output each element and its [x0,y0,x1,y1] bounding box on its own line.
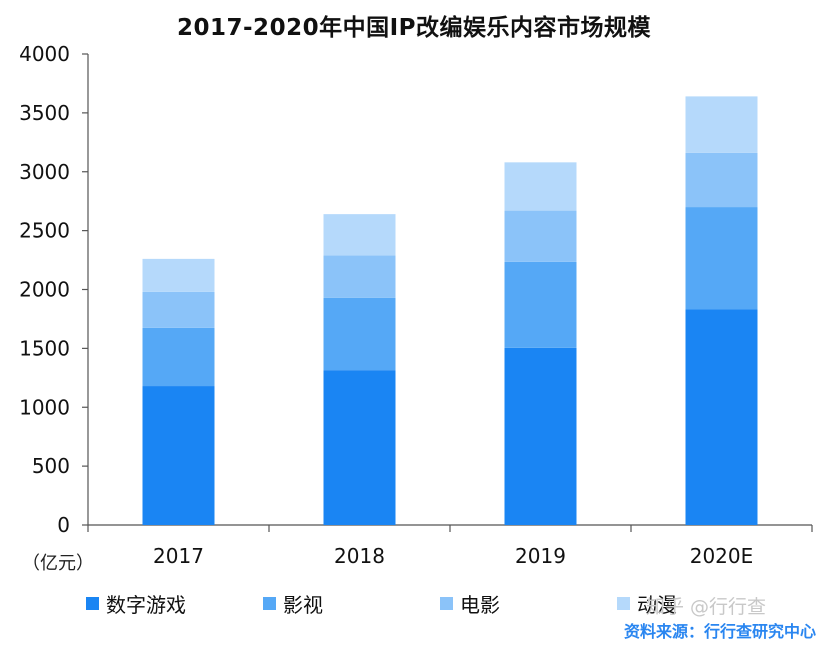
legend-swatch [86,597,99,610]
unit-label: （亿元） [22,553,94,574]
y-tick-label: 0 [57,513,70,537]
legend-swatch [440,597,453,610]
bar-segment [323,297,396,371]
bar-segment [685,309,758,525]
y-tick-label: 3000 [19,160,70,184]
bar-segment [504,261,577,348]
watermark: 知乎 @行行查 [646,596,767,618]
bar-segment [142,386,215,525]
bar-segment [323,370,396,525]
legend-label: 动漫 [637,593,677,617]
chart-title: 2017-2020年中国IP改编娱乐内容市场规模 [177,15,651,41]
bar-segment [504,347,577,525]
y-tick-label: 3500 [19,101,70,125]
bar-segment [685,152,758,208]
y-tick-label: 1000 [19,395,70,419]
legend-label: 数字游戏 [106,593,186,617]
legend-item: 电影 [440,589,617,618]
y-tick-label: 2000 [19,278,70,302]
bar-segment [685,207,758,310]
bar-segment [323,255,396,298]
legend-label: 影视 [283,593,323,617]
legend-label: 电影 [460,593,500,617]
legend-item: 动漫 [617,589,794,618]
x-tick-label: 2017 [153,544,204,568]
bar-segment [685,96,758,153]
y-tick-label: 4000 [19,42,70,66]
x-tick-label: 2019 [515,544,566,568]
x-tick-label: 2018 [334,544,385,568]
x-tick-label: 2020E [690,544,754,568]
legend-item: 影视 [263,589,440,618]
legend-item: 数字游戏 [86,589,263,618]
y-tick-label: 500 [32,454,70,478]
bar-segment [323,214,396,256]
bar-segment [504,162,577,211]
legend-swatch [617,597,630,610]
bar-segment [142,291,215,328]
legend: 数字游戏 影视 电影 动漫 [86,589,794,618]
bar-segment [142,327,215,387]
bar-segment [504,210,577,262]
legend-swatch [263,597,276,610]
bar-segment [142,258,215,292]
y-tick-label: 1500 [19,336,70,360]
source-note: 资料来源：行行查研究中心 [623,622,816,641]
y-tick-label: 2500 [19,219,70,243]
